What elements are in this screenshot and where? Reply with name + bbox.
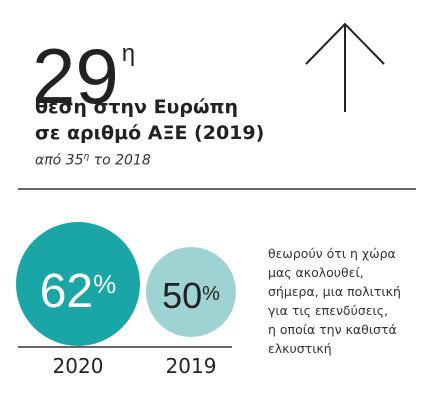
title: θέση στην Ευρώπη σε αριθμό ΑΞΕ (2019): [35, 94, 264, 146]
description-line: μας ακολουθεί,: [268, 265, 364, 280]
description: θεωρούν ότι η χώρα μας ακολουθεί, σήμερα…: [268, 244, 401, 358]
title-line: σε αριθμό ΑΞΕ (2019): [35, 122, 265, 144]
subtitle-text: το 2018: [89, 152, 151, 169]
headline-number: 29: [32, 32, 119, 120]
stat-unit: %: [93, 269, 117, 299]
subtitle-suffix: η: [83, 152, 90, 162]
description-line: η οποία την καθιστά: [268, 322, 397, 337]
stat-2020: 62%: [16, 258, 140, 318]
circle-2020: [16, 222, 140, 346]
headline-suffix: η: [121, 40, 136, 67]
year-label: 2020: [52, 354, 104, 378]
arrow-up: [305, 22, 385, 112]
title-line: θέση στην Ευρώπη: [35, 96, 239, 118]
description-line: ελκυστική: [268, 341, 332, 356]
description-line: θεωρούν ότι η χώρα: [268, 246, 396, 261]
stat-unit: %: [202, 283, 220, 305]
subtitle-text: από 35: [35, 152, 84, 169]
circle-2019: [146, 247, 236, 337]
description-line: σήμερα, μια πολιτική: [268, 284, 401, 299]
year-label: 2019: [165, 354, 217, 378]
stat-2019: 50%: [146, 274, 236, 316]
subtitle: από 35η το 2018: [35, 152, 151, 169]
stat-value: 50: [162, 275, 203, 316]
stat-value: 62: [39, 265, 94, 318]
description-line: για τις επενδύσεις,: [268, 303, 389, 318]
headline: 29 η: [32, 14, 135, 116]
